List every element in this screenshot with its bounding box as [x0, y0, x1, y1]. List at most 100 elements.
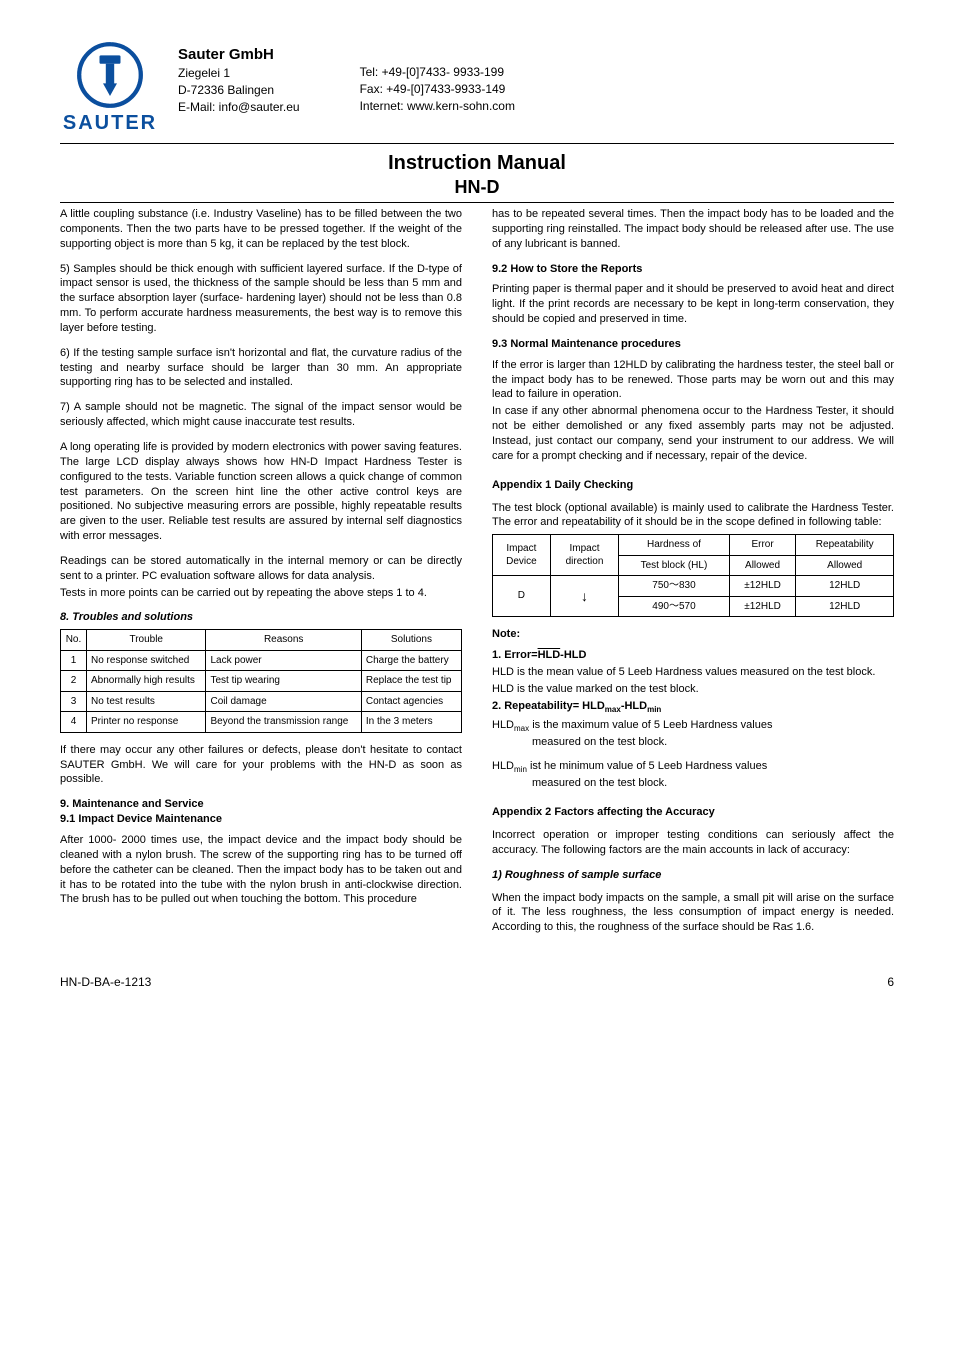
th: Solutions: [361, 630, 461, 651]
arrow-down-icon: ↓: [550, 576, 618, 617]
para: When the impact body impacts on the samp…: [492, 891, 894, 936]
appendix-2: Appendix 2 Factors affecting the Accurac…: [492, 805, 894, 820]
doc-title: Instruction Manual: [60, 152, 894, 175]
th: Hardness of: [619, 535, 730, 556]
th: Repeatability: [796, 535, 894, 556]
factor-1: 1) Roughness of sample surface: [492, 868, 894, 883]
logo-icon: [75, 40, 145, 110]
header-info: Sauter GmbH Ziegelei 1 D-72336 Balingen …: [178, 40, 894, 115]
th: Error: [729, 535, 796, 556]
troubles-table: No. Trouble Reasons Solutions 1 No respo…: [60, 629, 462, 733]
spacer: [360, 46, 515, 64]
th: Allowed: [796, 555, 894, 576]
td: Test tip wearing: [206, 671, 361, 692]
table-row: D ↓ 750～830 ±12HLD 12HLD: [493, 576, 894, 597]
td: 12HLD: [796, 596, 894, 617]
td: No test results: [86, 691, 206, 712]
para: HLDmin ist he minimum value of 5 Leeb Ha…: [492, 759, 894, 776]
para: measured on the test block.: [532, 735, 894, 750]
section-9-1: 9.1 Impact Device Maintenance: [60, 812, 462, 827]
table-row: 1 No response switched Lack power Charge…: [61, 650, 462, 671]
th: Impactdirection: [550, 535, 618, 576]
td: Printer no response: [86, 712, 206, 733]
company-block: Sauter GmbH Ziegelei 1 D-72336 Balingen …: [178, 46, 300, 115]
para: 6) If the testing sample surface isn't h…: [60, 346, 462, 391]
td: ±12HLD: [729, 576, 796, 597]
td: Lack power: [206, 650, 361, 671]
para: A long operating life is provided by mod…: [60, 440, 462, 544]
appendix-1: Appendix 1 Daily Checking: [492, 478, 894, 493]
section-9-2: 9.2 How to Store the Reports: [492, 262, 894, 277]
td: 1: [61, 650, 87, 671]
para: If there may occur any other failures or…: [60, 743, 462, 788]
td: 3: [61, 691, 87, 712]
para: 5) Samples should be thick enough with s…: [60, 262, 462, 336]
contact-block: Tel: +49-[0]7433- 9933-199 Fax: +49-[0]7…: [360, 46, 515, 115]
para: HLD is the value marked on the test bloc…: [492, 682, 894, 697]
right-column: has to be repeated several times. Then t…: [492, 207, 894, 945]
logo: SAUTER: [60, 40, 160, 135]
td: ±12HLD: [729, 596, 796, 617]
formula-repeat: 2. Repeatability= HLDmax-HLDmin: [492, 699, 894, 716]
para: The test block (optional available) is m…: [492, 501, 894, 531]
table-row: 2 Abnormally high results Test tip weari…: [61, 671, 462, 692]
check-table: ImpactDevice Impactdirection Hardness of…: [492, 534, 894, 617]
th: ImpactDevice: [493, 535, 551, 576]
td: 12HLD: [796, 576, 894, 597]
doc-model: HN-D: [60, 177, 894, 203]
td: Charge the battery: [361, 650, 461, 671]
para: In case if any other abnormal phenomena …: [492, 404, 894, 463]
para: Tests in more points can be carried out …: [60, 586, 462, 601]
th: Reasons: [206, 630, 361, 651]
td: Contact agencies: [361, 691, 461, 712]
th: No.: [61, 630, 87, 651]
company-addr1: Ziegelei 1: [178, 65, 300, 82]
para: If the error is larger than 12HLD by cal…: [492, 358, 894, 403]
table-row: ImpactDevice Impactdirection Hardness of…: [493, 535, 894, 556]
td: 2: [61, 671, 87, 692]
para: Printing paper is thermal paper and it s…: [492, 282, 894, 327]
td: 750～830: [619, 576, 730, 597]
company-name: Sauter GmbH: [178, 46, 300, 63]
page-footer: HN-D-BA-e-1213 6: [60, 975, 894, 989]
table-row: 4 Printer no response Beyond the transmi…: [61, 712, 462, 733]
para: measured on the test block.: [532, 776, 894, 791]
th: Trouble: [86, 630, 206, 651]
para: After 1000- 2000 times use, the impact d…: [60, 833, 462, 907]
company-tel: Tel: +49-[0]7433- 9933-199: [360, 64, 515, 81]
content-columns: A little coupling substance (i.e. Indust…: [60, 207, 894, 945]
para: has to be repeated several times. Then t…: [492, 207, 894, 252]
table-row: 3 No test results Coil damage Contact ag…: [61, 691, 462, 712]
th: Test block (HL): [619, 555, 730, 576]
company-fax: Fax: +49-[0]7433-9933-149: [360, 81, 515, 98]
footer-left: HN-D-BA-e-1213: [60, 975, 151, 989]
td: 490～570: [619, 596, 730, 617]
section-9: 9. Maintenance and Service: [60, 797, 462, 812]
td: Abnormally high results: [86, 671, 206, 692]
para: Readings can be stored automatically in …: [60, 554, 462, 584]
footer-right: 6: [887, 975, 894, 989]
para: A little coupling substance (i.e. Indust…: [60, 207, 462, 252]
troubles-heading: 8. Troubles and solutions: [60, 610, 462, 625]
td: 4: [61, 712, 87, 733]
section-9-3: 9.3 Normal Maintenance procedures: [492, 337, 894, 352]
th: Allowed: [729, 555, 796, 576]
td: No response switched: [86, 650, 206, 671]
company-web: Internet: www.kern-sohn.com: [360, 98, 515, 115]
note-heading: Note:: [492, 627, 894, 642]
td: Coil damage: [206, 691, 361, 712]
left-column: A little coupling substance (i.e. Indust…: [60, 207, 462, 945]
para: 7) A sample should not be magnetic. The …: [60, 400, 462, 430]
para: HLD is the mean value of 5 Leeb Hardness…: [492, 665, 894, 680]
company-addr2: D-72336 Balingen: [178, 82, 300, 99]
td: Replace the test tip: [361, 671, 461, 692]
logo-text: SAUTER: [63, 112, 157, 135]
company-email: E-Mail: info@sauter.eu: [178, 99, 300, 116]
para: HLDmax is the maximum value of 5 Leeb Ha…: [492, 718, 894, 735]
formula-error: 1. Error=HLD-HLD: [492, 648, 894, 663]
table-row: No. Trouble Reasons Solutions: [61, 630, 462, 651]
td: D: [493, 576, 551, 617]
page-header: SAUTER Sauter GmbH Ziegelei 1 D-72336 Ba…: [60, 40, 894, 144]
para: Incorrect operation or improper testing …: [492, 828, 894, 858]
td: Beyond the transmission range: [206, 712, 361, 733]
